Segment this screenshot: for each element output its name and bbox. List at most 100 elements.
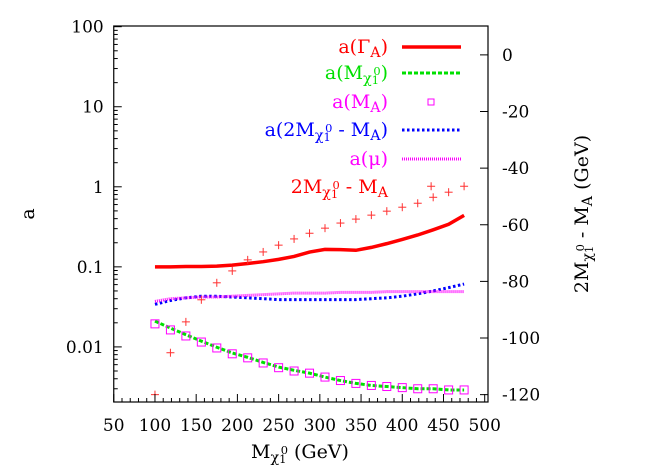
label-part: a(Γ: [338, 36, 370, 58]
legend-entry: 2Mχ10 - MA: [291, 176, 389, 201]
label-part: 1: [331, 187, 338, 201]
label-part: 1: [372, 73, 379, 87]
label-part: χ: [315, 128, 324, 144]
label-part: 0: [332, 178, 339, 192]
label-part: χ: [363, 71, 372, 87]
label-part: A: [369, 45, 381, 61]
label-part: a(M: [325, 62, 363, 84]
label-part: ): [381, 119, 388, 141]
series-5: [150, 182, 469, 399]
label-part: 1: [582, 246, 596, 253]
label-part: 1: [324, 130, 331, 144]
square-marker: [289, 366, 299, 376]
cross-marker: [243, 255, 252, 264]
label-part: 2M: [571, 262, 593, 294]
y-tick-label: 0.01: [66, 338, 104, 358]
x-tick-label: 150: [180, 416, 212, 436]
square-marker: [227, 349, 237, 359]
series-line: [154, 319, 465, 392]
y2-tick-label: -120: [502, 386, 540, 406]
label-part: (GeV): [288, 441, 349, 463]
label-part: M: [251, 441, 270, 463]
label-part: - M: [332, 119, 370, 141]
cross-marker: [336, 219, 345, 228]
x-tick-label: 450: [427, 416, 459, 436]
label-part: χ: [322, 185, 331, 201]
plot-frame: [113, 25, 489, 403]
square-marker: [444, 385, 454, 395]
cross-marker: [166, 348, 175, 357]
square-marker: [382, 382, 392, 392]
x-tick-label: 400: [386, 416, 418, 436]
label-part: 0: [373, 64, 380, 78]
square-marker: [212, 343, 222, 353]
cross-marker: [427, 182, 436, 191]
legend-label: a(μ): [349, 148, 388, 170]
series-4: [154, 290, 465, 303]
cross-marker: [259, 247, 268, 256]
cross-marker: [429, 193, 438, 202]
series-3: [154, 282, 465, 306]
square-marker: [320, 372, 330, 382]
series-2: [150, 319, 469, 395]
square-marker: [243, 353, 253, 363]
cross-marker: [181, 317, 190, 326]
x-tick-label: 250: [262, 416, 294, 436]
cross-marker: [228, 266, 237, 275]
square-marker: [413, 384, 423, 394]
square-marker: [181, 331, 191, 341]
cross-marker: [305, 229, 314, 238]
label-part: A: [369, 100, 381, 116]
square-marker: [165, 325, 175, 335]
x-tick-label: 50: [103, 416, 125, 436]
axes: 50 100 150 200 250 300 350 400 450 5001001010.10.…: [66, 18, 540, 436]
label-part: χ: [580, 253, 596, 262]
y2-tick-label: -60: [502, 216, 529, 236]
y2-tick-label: -20: [502, 103, 529, 123]
plot-marks: [150, 182, 469, 399]
y-axis-label: a: [17, 208, 39, 219]
square-marker: [351, 378, 361, 388]
square-marker: [274, 363, 284, 373]
label-part: 0: [573, 244, 587, 251]
x-tick-label: 300: [304, 416, 336, 436]
series-line: [154, 290, 465, 303]
cross-marker: [320, 224, 329, 233]
series-1: [154, 319, 465, 392]
square-marker: [459, 385, 469, 395]
series-line: [154, 213, 465, 269]
label-part: a(μ): [349, 148, 388, 170]
y-tick-label: 0.1: [77, 258, 104, 278]
label-part: - M: [571, 206, 593, 244]
x-axis-label: Mχ10 (GeV): [251, 441, 349, 466]
legend: a(ΓA)a(Mχ10)a(MA)a(2Mχ10 - MA)a(μ)2Mχ10 …: [265, 36, 461, 201]
x-tick-label: 200: [221, 416, 253, 436]
legend-label: a(Mχ10): [325, 62, 388, 87]
label-part: 0: [325, 121, 332, 135]
y2-tick-label: -40: [502, 159, 529, 179]
square-marker: [335, 376, 345, 386]
y2-tick-label: 0: [502, 46, 513, 66]
label-part: A: [580, 195, 596, 207]
cross-marker: [444, 188, 453, 197]
cross-marker: [367, 211, 376, 220]
y2-tick-label: -80: [502, 272, 529, 292]
y-tick-label: 1: [93, 178, 104, 198]
cross-marker: [460, 182, 469, 191]
label-part: ): [381, 62, 388, 84]
label-part: a(2M: [265, 119, 315, 141]
label-part: A: [369, 128, 381, 144]
legend-square: [427, 98, 435, 106]
label-part: (GeV): [571, 135, 593, 196]
label-part: ): [381, 91, 388, 113]
cross-marker: [351, 215, 360, 224]
square-marker: [397, 383, 407, 393]
y2-axis-label: 2Mχ10 - MA (GeV): [571, 135, 596, 293]
series-line: [154, 282, 465, 306]
legend-label: a(MA): [332, 91, 388, 116]
label-part: χ: [271, 450, 280, 466]
x-tick-label: 350: [345, 416, 377, 436]
series-0: [154, 213, 465, 269]
